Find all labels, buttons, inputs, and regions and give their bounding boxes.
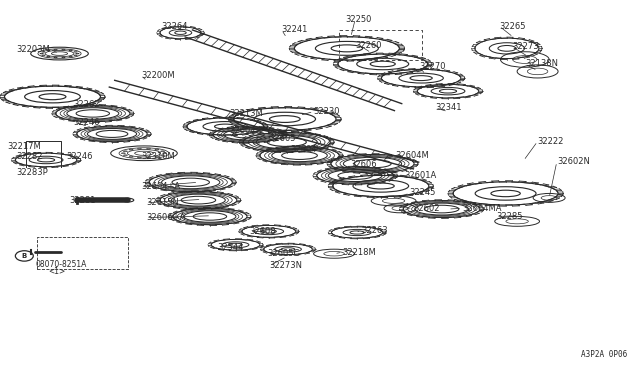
Text: 32544: 32544 xyxy=(218,243,244,252)
Text: 32601A: 32601A xyxy=(404,171,436,180)
Text: 32604: 32604 xyxy=(291,145,317,154)
Text: 32310M: 32310M xyxy=(141,152,175,161)
Text: <1>: <1> xyxy=(48,267,65,276)
Text: 32604M: 32604M xyxy=(396,151,429,160)
Text: 32608: 32608 xyxy=(250,227,276,236)
Text: 32605: 32605 xyxy=(269,134,295,143)
Text: 32285: 32285 xyxy=(496,212,522,221)
Text: 32203M: 32203M xyxy=(16,45,50,54)
Text: 32264: 32264 xyxy=(161,22,188,31)
Text: 32260: 32260 xyxy=(355,41,381,50)
Text: 32606: 32606 xyxy=(351,160,378,169)
Text: 32283P: 32283P xyxy=(16,169,48,177)
Text: 32273: 32273 xyxy=(512,42,539,51)
Text: 08070-8251A: 08070-8251A xyxy=(35,260,86,269)
Text: 32604MA: 32604MA xyxy=(462,204,502,213)
Text: 32604: 32604 xyxy=(229,126,255,135)
Text: 32604+A: 32604+A xyxy=(141,182,180,191)
Text: B: B xyxy=(22,253,27,259)
Text: 32341: 32341 xyxy=(435,103,461,112)
Text: 32615N: 32615N xyxy=(146,198,179,207)
Text: 32222: 32222 xyxy=(538,137,564,146)
Text: 32246: 32246 xyxy=(74,118,100,126)
Text: 32230: 32230 xyxy=(314,107,340,116)
Text: 32273N: 32273N xyxy=(269,262,302,270)
Text: 32218M: 32218M xyxy=(342,248,376,257)
Text: 32213M: 32213M xyxy=(229,109,263,118)
Text: A3P2A 0P06: A3P2A 0P06 xyxy=(581,350,627,359)
Text: 32250: 32250 xyxy=(346,15,372,24)
Text: 32262: 32262 xyxy=(74,100,100,109)
Text: 32138N: 32138N xyxy=(525,60,558,68)
Text: 32246: 32246 xyxy=(66,153,92,161)
Text: 32602: 32602 xyxy=(413,204,439,213)
Text: 32270: 32270 xyxy=(419,62,445,71)
Text: 32605C: 32605C xyxy=(268,249,300,258)
Text: 32282: 32282 xyxy=(16,152,42,161)
Text: 32241: 32241 xyxy=(282,25,308,34)
Text: 32263: 32263 xyxy=(362,226,388,235)
Text: 32217M: 32217M xyxy=(8,142,42,151)
Text: 32265: 32265 xyxy=(499,22,525,31)
Text: 32602N: 32602N xyxy=(557,157,589,166)
Text: 32606+A: 32606+A xyxy=(146,213,185,222)
Text: 32200M: 32200M xyxy=(141,71,175,80)
Text: 32281: 32281 xyxy=(69,196,95,205)
Text: 32245: 32245 xyxy=(410,188,436,197)
